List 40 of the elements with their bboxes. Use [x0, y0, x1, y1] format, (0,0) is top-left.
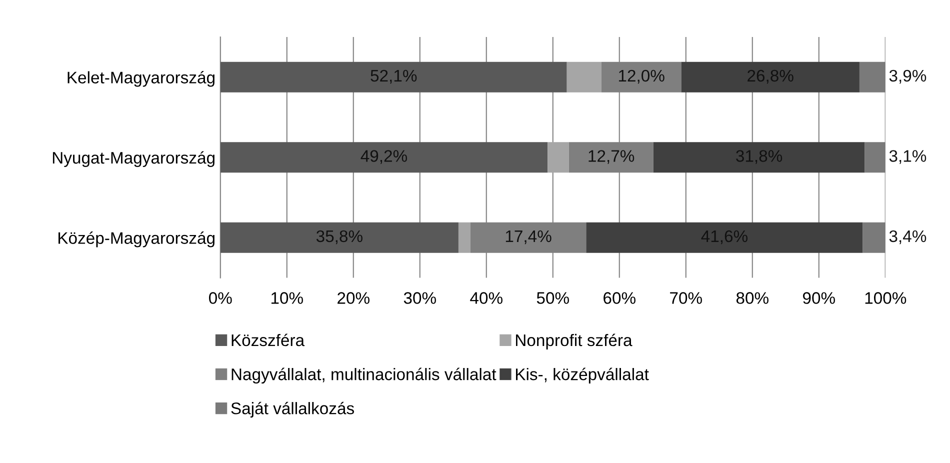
data-label: 3,9% — [889, 70, 926, 84]
legend-label: Kis-, középvállalat — [516, 368, 649, 384]
x-tick-label: 80% — [736, 292, 768, 304]
legend-label: Nonprofit szféra — [516, 334, 632, 350]
x-tick-label: 0% — [209, 292, 232, 304]
data-label: 3,1% — [889, 150, 926, 164]
data-label: 3,4% — [889, 230, 926, 244]
legend-label: Nagyvállalat, multinacionális vállalat — [232, 368, 496, 384]
legend-label: Közszféra — [232, 334, 305, 346]
bar — [566, 62, 602, 92]
x-tick-label: 100% — [865, 292, 906, 304]
x-tick-label: 20% — [338, 292, 370, 304]
y-tick-label: Nyugat-Magyarország — [52, 151, 214, 168]
data-label: 35,8% — [316, 230, 362, 244]
x-tick-label: 30% — [404, 292, 436, 304]
y-tick-label: Közép-Magyarország — [58, 232, 214, 248]
bar — [586, 222, 863, 253]
data-label: 49,2% — [360, 150, 408, 164]
legend-label: Saját vállalkozás — [231, 402, 354, 418]
bar — [653, 142, 865, 173]
x-tick-label: 90% — [803, 292, 835, 304]
bar — [548, 142, 569, 173]
bar — [862, 222, 886, 253]
data-label: 52,1% — [370, 70, 417, 84]
data-label: 12,7% — [588, 150, 634, 164]
x-tick-label: 40% — [470, 292, 502, 304]
bar — [458, 222, 470, 253]
x-tick-label: 60% — [604, 292, 636, 304]
bar — [220, 142, 548, 173]
bar — [220, 62, 567, 92]
bar — [859, 62, 886, 92]
y-tick-label: Kelet-Magyarország — [68, 71, 214, 87]
bar — [681, 62, 860, 92]
data-label: 12,0% — [618, 70, 664, 84]
x-tick-label: 70% — [670, 292, 702, 304]
data-label: 17,4% — [506, 230, 552, 244]
x-tick-label: 50% — [536, 292, 569, 304]
bar — [864, 142, 886, 173]
bar — [220, 222, 458, 253]
x-tick-label: 10% — [271, 292, 303, 304]
